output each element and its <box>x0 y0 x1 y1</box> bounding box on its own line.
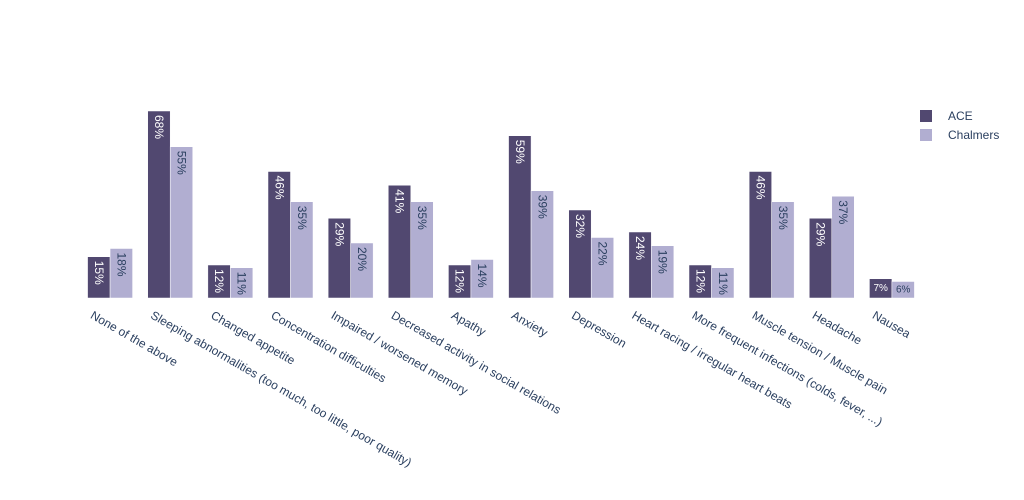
bar-label-ace-4: 29% <box>332 222 346 246</box>
bar-chalmers-11[interactable] <box>771 201 795 299</box>
bar-label-chalmers-4: 20% <box>355 247 369 271</box>
bar-chalmers-7[interactable] <box>530 190 554 299</box>
x-tick-label-6: Apathy <box>449 308 488 339</box>
bar-chalmers-10[interactable] <box>711 267 735 299</box>
bar-label-ace-9: 24% <box>633 236 647 260</box>
legend-label-chalmers: Chalmers <box>948 127 1000 142</box>
bar-label-chalmers-6: 14% <box>475 264 489 288</box>
bar-chalmers-0[interactable] <box>109 248 133 299</box>
legend-label-ace: ACE <box>948 108 973 123</box>
bar-chalmers-4[interactable] <box>350 242 374 299</box>
bar-label-chalmers-13: 6% <box>896 284 911 295</box>
bar-chalmers-3[interactable] <box>290 201 314 299</box>
bar-label-ace-8: 32% <box>573 214 587 238</box>
legend: ACE Chalmers <box>920 106 999 144</box>
legend-item-ace[interactable]: ACE <box>920 106 999 125</box>
bar-label-ace-12: 29% <box>814 222 828 246</box>
legend-swatch-ace <box>920 109 932 122</box>
bar-chalmers-1[interactable] <box>169 146 193 299</box>
bar-label-chalmers-5: 35% <box>415 206 429 230</box>
bar-label-ace-2: 12% <box>212 269 226 293</box>
bar-label-ace-0: 15% <box>92 261 106 285</box>
x-tick-label-7: Anxiety <box>509 308 550 340</box>
bar-label-chalmers-1: 55% <box>174 151 188 175</box>
bars-layer <box>87 110 915 299</box>
legend-item-chalmers[interactable]: Chalmers <box>920 125 999 144</box>
bar-label-ace-5: 41% <box>393 189 407 213</box>
bar-chalmers-6[interactable] <box>470 259 494 299</box>
bar-label-ace-13: 7% <box>873 283 888 294</box>
bar-label-chalmers-7: 39% <box>535 195 549 219</box>
bar-label-chalmers-12: 37% <box>836 200 850 224</box>
x-tick-label-8: Depression <box>569 308 629 350</box>
bar-label-chalmers-3: 35% <box>295 206 309 230</box>
bar-chalmers-13[interactable] <box>891 281 915 299</box>
bar-ace-1[interactable] <box>147 110 171 299</box>
x-tick-label-13: Nausea <box>870 308 913 341</box>
x-tick-label-12: Headache <box>810 308 865 348</box>
bar-label-ace-1: 68% <box>152 115 166 139</box>
bar-label-ace-11: 46% <box>753 176 767 200</box>
bar-label-ace-3: 46% <box>272 176 286 200</box>
legend-swatch-chalmers <box>920 128 932 141</box>
bar-chalmers-5[interactable] <box>410 201 434 299</box>
bar-label-chalmers-8: 22% <box>595 242 609 266</box>
bar-chalmers-9[interactable] <box>651 245 675 299</box>
bar-chalmers-2[interactable] <box>230 267 254 299</box>
bar-label-chalmers-9: 19% <box>656 250 670 274</box>
bar-label-chalmers-11: 35% <box>776 206 790 230</box>
bar-label-chalmers-10: 11% <box>716 272 730 295</box>
bar-labels-layer: 15% 18% 68% 55% 12% 11% 46% 35% 29% 20% 41% 35% 12% 1… <box>92 115 911 295</box>
bar-chalmers-12[interactable] <box>831 196 855 299</box>
bar-label-ace-10: 12% <box>693 269 707 293</box>
bar-chalmers-8[interactable] <box>590 237 614 299</box>
bar-label-ace-6: 12% <box>453 269 467 293</box>
bar-label-chalmers-0: 18% <box>114 253 128 277</box>
bar-label-chalmers-2: 11% <box>235 272 249 295</box>
bar-label-ace-7: 59% <box>513 140 527 164</box>
